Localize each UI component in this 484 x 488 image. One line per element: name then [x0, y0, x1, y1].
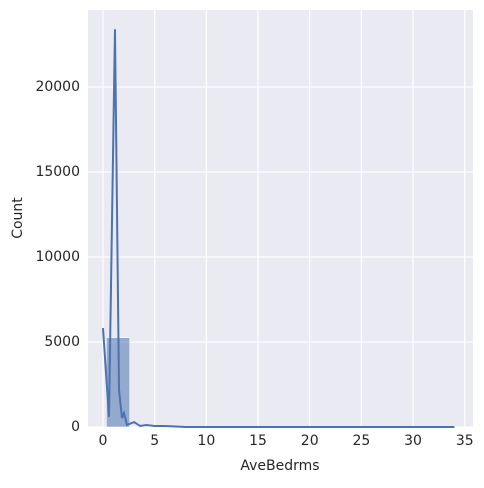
- y-tick-label: 20000: [35, 79, 80, 95]
- x-tick-label: 30: [404, 433, 422, 449]
- y-tick-label: 15000: [35, 164, 80, 180]
- y-tick-label: 10000: [35, 249, 80, 265]
- y-tick-label: 0: [71, 419, 80, 435]
- x-tick-label: 20: [301, 433, 319, 449]
- x-tick-label: 0: [99, 433, 108, 449]
- y-tick-label: 5000: [44, 334, 80, 350]
- y-axis-label: Count: [10, 197, 26, 239]
- x-tick-label: 35: [456, 433, 474, 449]
- plot-area: [88, 10, 473, 427]
- x-tick-label: 25: [352, 433, 370, 449]
- x-tick-label: 15: [249, 433, 267, 449]
- x-tick-label: 10: [197, 433, 215, 449]
- x-tick-label: 5: [150, 433, 159, 449]
- x-axis-label: AveBedrms: [240, 458, 319, 474]
